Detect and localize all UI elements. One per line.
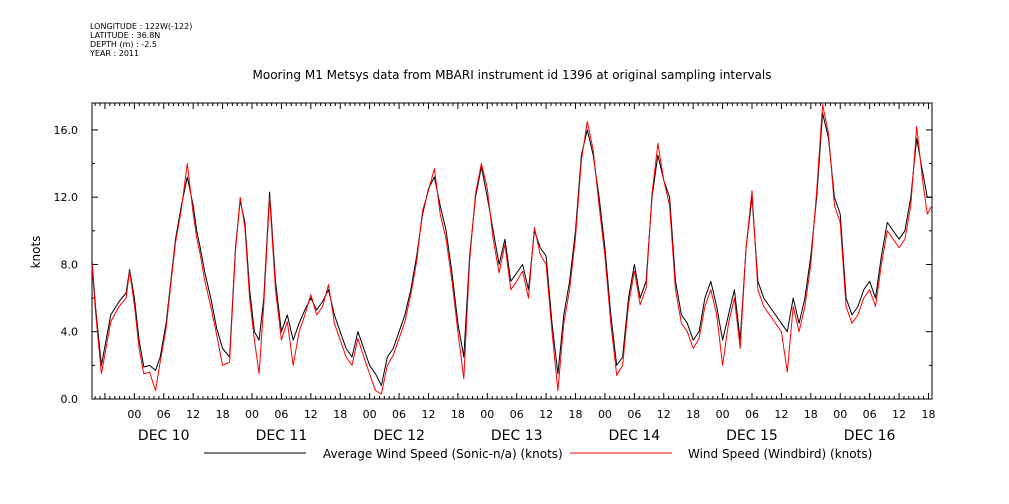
x-tick-label: 12 xyxy=(304,408,318,421)
x-tick-label: 00 xyxy=(245,408,259,421)
x-tick-label: 06 xyxy=(745,408,759,421)
series-line-average-wind xyxy=(91,112,932,386)
day-label: DEC 15 xyxy=(726,428,778,444)
x-tick-label: 12 xyxy=(774,408,788,421)
x-tick-label: 00 xyxy=(127,408,141,421)
plot-frame xyxy=(91,102,933,400)
x-tick-label: 06 xyxy=(274,408,288,421)
x-tick-label: 12 xyxy=(186,408,200,421)
y-tick-label: 12.0 xyxy=(54,191,79,204)
y-tick-labels: 0.0 4.0 8.0 12.0 16.0 xyxy=(54,124,79,406)
series-line-windbird xyxy=(91,104,933,395)
day-label: DEC 11 xyxy=(256,428,308,444)
day-label: DEC 16 xyxy=(844,428,896,444)
day-label: DEC 13 xyxy=(491,428,543,444)
chart-title: Mooring M1 Metsys data from MBARI instru… xyxy=(253,68,772,82)
x-tick-label: 06 xyxy=(510,408,524,421)
x-tick-label: 18 xyxy=(686,408,700,421)
axis-ticks xyxy=(92,103,932,400)
longitude-label: LONGITUDE : 122W(-122) xyxy=(90,22,193,31)
x-tick-label: 12 xyxy=(539,408,553,421)
day-label: DEC 12 xyxy=(373,428,425,444)
legend-label-average-wind: Average Wind Speed (Sonic-n/a) (knots) xyxy=(323,447,563,461)
x-tick-label: 12 xyxy=(657,408,671,421)
x-tick-label: 18 xyxy=(451,408,465,421)
x-tick-label: 18 xyxy=(921,408,935,421)
year-label: YEAR : 2011 xyxy=(90,49,140,58)
y-tick-label: 16.0 xyxy=(54,124,79,137)
series-group xyxy=(91,104,933,395)
latitude-label: LATITUDE : 36.8N xyxy=(90,31,161,40)
day-label: DEC 14 xyxy=(609,428,661,444)
x-tick-label: 06 xyxy=(627,408,641,421)
y-tick-label: 4.0 xyxy=(61,326,79,339)
x-tick-label: 06 xyxy=(863,408,877,421)
x-tick-label: 18 xyxy=(216,408,230,421)
x-tick-label: 12 xyxy=(421,408,435,421)
x-tick-label: 00 xyxy=(716,408,730,421)
y-tick-label: 8.0 xyxy=(61,258,79,271)
x-tick-label: 18 xyxy=(333,408,347,421)
x-tick-label: 00 xyxy=(480,408,494,421)
x-tick-label: 00 xyxy=(833,408,847,421)
legend-label-windbird: Wind Speed (Windbird) (knots) xyxy=(688,447,872,461)
metadata-block: LONGITUDE : 122W(-122) LATITUDE : 36.8N … xyxy=(90,22,192,58)
x-tick-label: 00 xyxy=(363,408,377,421)
legend: Average Wind Speed (Sonic-n/a) (knots) W… xyxy=(204,447,872,461)
x-tick-labels: 00 06 12 18 00 06 12 18 00 06 12 18 00 06 12 18 00 06 12 18… xyxy=(127,408,935,421)
x-tick-label: 12 xyxy=(892,408,906,421)
x-tick-label: 06 xyxy=(392,408,406,421)
x-tick-label: 00 xyxy=(598,408,612,421)
y-tick-label: 0.0 xyxy=(61,393,79,406)
depth-label: DEPTH (m) : -2.5 xyxy=(90,40,157,49)
day-label: DEC 10 xyxy=(138,428,190,444)
x-tick-label: 18 xyxy=(569,408,583,421)
x-tick-label: 06 xyxy=(157,408,171,421)
x-tick-label: 18 xyxy=(804,408,818,421)
day-labels: DEC 10 DEC 11 DEC 12 DEC 13 DEC 14 DEC 15 DEC … xyxy=(138,428,896,444)
y-axis-label: knots xyxy=(29,236,43,269)
